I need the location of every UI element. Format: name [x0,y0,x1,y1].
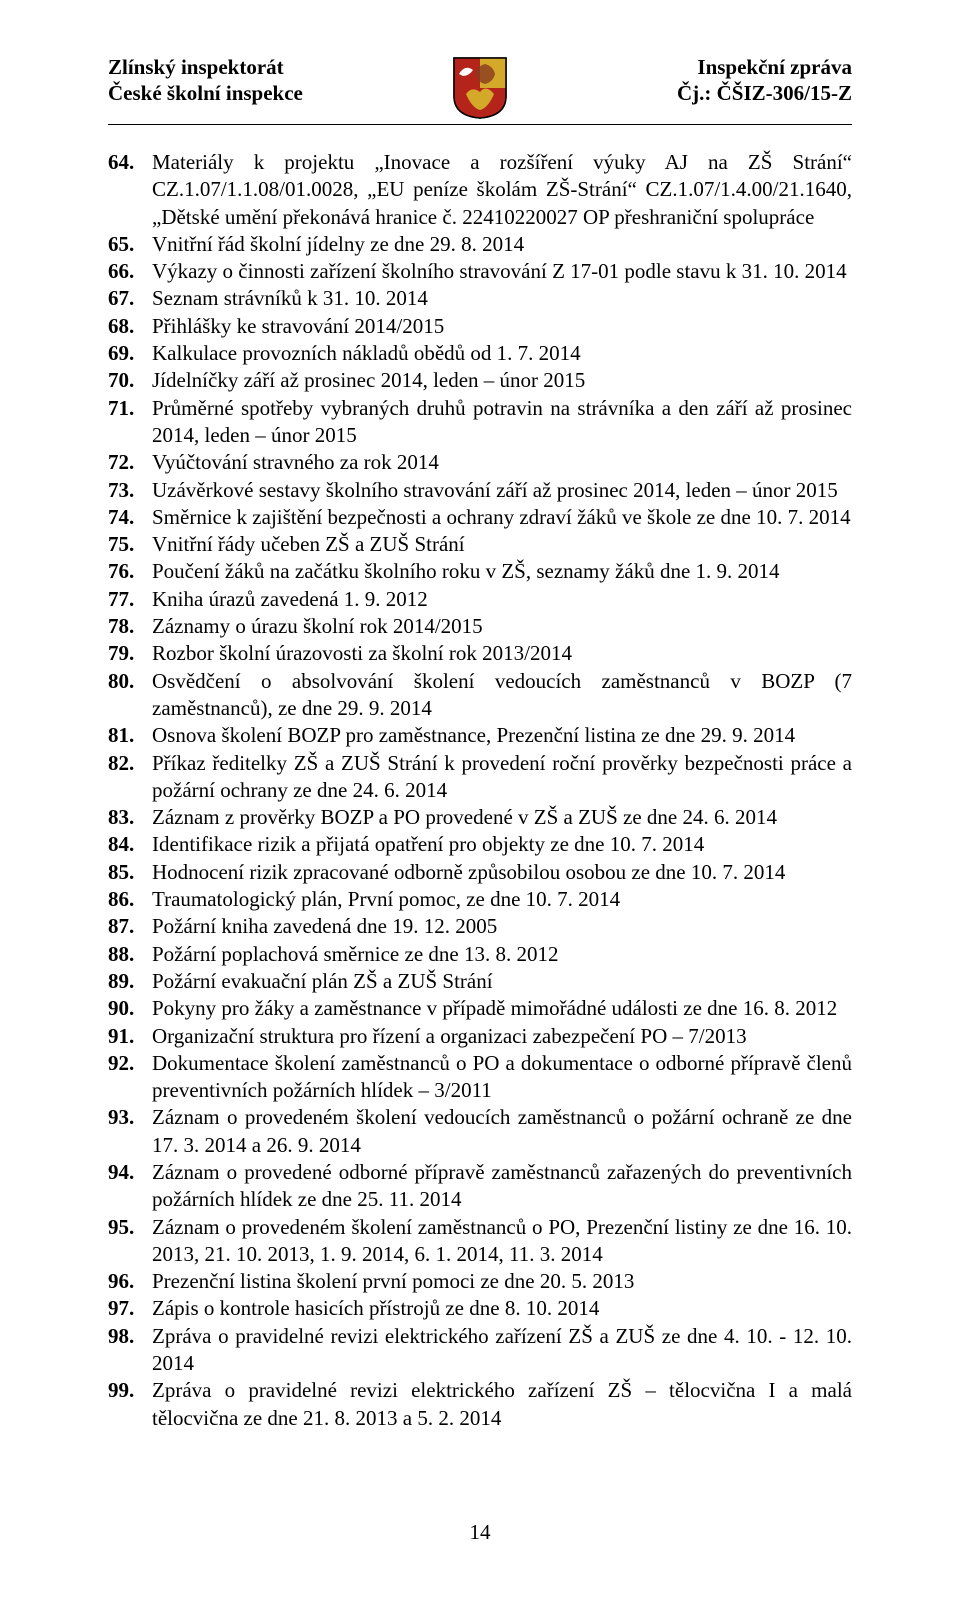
header-right-line1: Inspekční zpráva [552,54,852,80]
list-item: Prezenční listina školení první pomoci z… [108,1268,852,1295]
content: Materiály k projektu „Inovace a rozšířen… [108,149,852,1432]
numbered-list: Materiály k projektu „Inovace a rozšířen… [108,149,852,1432]
list-item: Záznamy o úrazu školní rok 2014/2015 [108,613,852,640]
list-item: Vyúčtování stravného za rok 2014 [108,449,852,476]
header-left-line2: České školní inspekce [108,80,408,106]
list-item: Přihlášky ke stravování 2014/2015 [108,313,852,340]
list-item: Rozbor školní úrazovosti za školní rok 2… [108,640,852,667]
list-item: Osnova školení BOZP pro zaměstnance, Pre… [108,722,852,749]
list-item: Výkazy o činnosti zařízení školního stra… [108,258,852,285]
list-item: Záznam o provedeném školení vedoucích za… [108,1104,852,1159]
list-item: Záznam o provedené odborné přípravě zamě… [108,1159,852,1214]
list-item: Jídelníčky září až prosinec 2014, leden … [108,367,852,394]
list-item: Organizační struktura pro řízení a organ… [108,1023,852,1050]
list-item: Pokyny pro žáky a zaměstnance v případě … [108,995,852,1022]
list-item: Směrnice k zajištění bezpečnosti a ochra… [108,504,852,531]
list-item: Seznam strávníků k 31. 10. 2014 [108,285,852,312]
list-item: Uzávěrkové sestavy školního stravování z… [108,477,852,504]
list-item: Požární evakuační plán ZŠ a ZUŠ Strání [108,968,852,995]
header-right-line2: Čj.: ČŠIZ-306/15-Z [552,80,852,106]
list-item: Požární poplachová směrnice ze dne 13. 8… [108,941,852,968]
list-item: Poučení žáků na začátku školního roku v … [108,558,852,585]
list-item: Materiály k projektu „Inovace a rozšířen… [108,149,852,231]
list-item: Osvědčení o absolvování školení vedoucíc… [108,668,852,723]
header-right: Inspekční zpráva Čj.: ČŠIZ-306/15-Z [552,54,852,107]
list-item: Vnitřní řády učeben ZŠ a ZUŠ Strání [108,531,852,558]
list-item: Vnitřní řád školní jídelny ze dne 29. 8.… [108,231,852,258]
list-item: Dokumentace školení zaměstnanců o PO a d… [108,1050,852,1105]
list-item: Příkaz ředitelky ZŠ a ZUŠ Strání k prove… [108,750,852,805]
list-item: Požární kniha zavedená dne 19. 12. 2005 [108,913,852,940]
list-item: Kniha úrazů zavedená 1. 9. 2012 [108,586,852,613]
list-item: Záznam o provedeném školení zaměstnanců … [108,1214,852,1269]
page-header: Zlínský inspektorát České školní inspekc… [108,54,852,120]
list-item: Zpráva o pravidelné revizi elektrického … [108,1377,852,1432]
list-item: Zápis o kontrole hasicích přístrojů ze d… [108,1295,852,1322]
list-item: Kalkulace provozních nákladů obědů od 1.… [108,340,852,367]
list-item: Identifikace rizik a přijatá opatření pr… [108,831,852,858]
header-left: Zlínský inspektorát České školní inspekc… [108,54,408,107]
list-item: Průměrné spotřeby vybraných druhů potrav… [108,395,852,450]
header-left-line1: Zlínský inspektorát [108,54,408,80]
page: Zlínský inspektorát České školní inspekc… [0,0,960,1599]
page-number: 14 [0,1520,960,1545]
list-item: Hodnocení rizik zpracované odborně způso… [108,859,852,886]
crest-icon [452,56,508,120]
header-rule [108,124,852,125]
list-item: Záznam z prověrky BOZP a PO provedené v … [108,804,852,831]
list-item: Zpráva o pravidelné revizi elektrického … [108,1323,852,1378]
list-item: Traumatologický plán, První pomoc, ze dn… [108,886,852,913]
